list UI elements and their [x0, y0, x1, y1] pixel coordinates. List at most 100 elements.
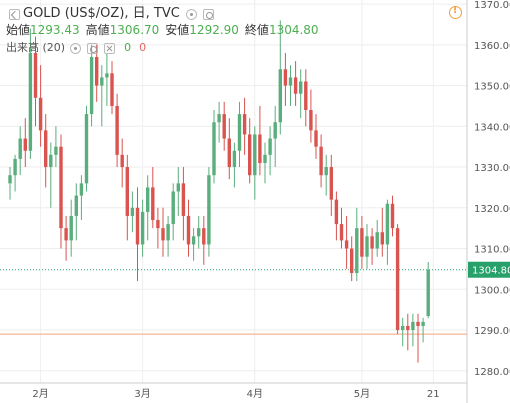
- ohlc-row: 始値 1293.43 高値 1306.70 安値 1292.90 終値 1304…: [6, 22, 325, 38]
- candle-body: [69, 215, 73, 241]
- candle-body: [227, 138, 231, 168]
- candle-body: [202, 228, 206, 245]
- symbol-title: GOLD (US$/OZ), 日, TVC: [23, 6, 180, 21]
- candle-body: [222, 114, 226, 139]
- x-tick-label: 5月: [354, 388, 370, 400]
- candle-body: [84, 114, 89, 184]
- candle-body: [299, 81, 303, 94]
- indicator-close-icon[interactable]: [104, 42, 116, 54]
- candle-body: [416, 321, 420, 326]
- candle-body: [120, 154, 124, 168]
- y-tick-label: 1370.00: [474, 0, 510, 11]
- candle-body: [339, 224, 344, 241]
- candle-body: [105, 73, 109, 78]
- indicator-settings-icon[interactable]: [87, 42, 99, 54]
- candle-body: [171, 191, 175, 225]
- candle-body: [350, 248, 354, 273]
- candle-body: [79, 183, 84, 196]
- candle-body: [385, 203, 390, 245]
- last-price-tag: [468, 261, 510, 278]
- y-tick-label: 1360.00: [474, 41, 510, 52]
- volume-down-value: 0: [139, 41, 147, 54]
- candle-body: [268, 138, 272, 155]
- candle-body: [125, 167, 129, 216]
- candle-body: [217, 114, 221, 123]
- low-label: 安値: [165, 23, 190, 37]
- candle-body: [28, 52, 33, 151]
- candle-body: [130, 207, 135, 216]
- candle-body: [18, 138, 22, 159]
- candle-body: [8, 175, 12, 184]
- candle-body: [278, 69, 282, 123]
- visibility-icon[interactable]: [185, 8, 197, 20]
- candle-body: [191, 236, 196, 245]
- candle-body: [115, 105, 119, 155]
- candle-body: [33, 52, 38, 98]
- candle-body: [329, 167, 333, 200]
- last-price-label: 1304.80: [472, 266, 510, 277]
- candle-body: [334, 199, 339, 225]
- candle-body: [156, 220, 160, 229]
- candle-body: [380, 232, 384, 245]
- candle-body: [232, 150, 237, 168]
- volume-indicator-row[interactable]: 出来高 (20) 0 0: [6, 40, 325, 56]
- candle-body: [319, 146, 323, 176]
- candle-body: [89, 57, 94, 115]
- candle-body: [151, 187, 155, 221]
- candle-body: [49, 154, 53, 168]
- candle-body: [248, 134, 252, 176]
- x-tick-label: 21: [427, 389, 440, 400]
- candle-body: [263, 154, 267, 163]
- candle-body: [166, 224, 170, 241]
- candle-body: [365, 236, 369, 257]
- candle-body: [401, 325, 405, 331]
- candle-body: [395, 228, 400, 331]
- candle-body: [54, 146, 58, 155]
- high-value: 1306.70: [109, 23, 160, 37]
- candle-body: [421, 321, 425, 326]
- candle-body: [283, 69, 288, 86]
- candle-body: [304, 81, 308, 111]
- open-value: 1293.43: [30, 23, 80, 37]
- candle-body: [13, 158, 17, 176]
- candle-body: [288, 77, 293, 86]
- candle-body: [273, 122, 277, 139]
- close-value: 1304.80: [268, 23, 319, 37]
- y-tick-label: 1300.00: [474, 285, 510, 296]
- candle-body: [293, 77, 298, 94]
- y-tick-label: 1350.00: [474, 82, 510, 93]
- open-label: 始値: [6, 23, 31, 37]
- candle-body: [186, 215, 191, 245]
- settings-icon[interactable]: [202, 8, 214, 20]
- candle-body: [344, 240, 349, 249]
- collapse-icon[interactable]: [9, 8, 20, 20]
- y-tick-label: 1280.00: [474, 367, 510, 378]
- x-tick-label: 3月: [134, 388, 150, 400]
- y-tick-label: 1310.00: [474, 245, 510, 256]
- candle-body: [253, 134, 257, 176]
- candle-body: [23, 138, 27, 151]
- y-tick-label: 1320.00: [474, 204, 510, 215]
- chart-legend: GOLD (US$/OZ), 日, TVC 始値 1293.43 高値 1306…: [6, 6, 325, 56]
- candle-body: [309, 110, 313, 131]
- candle-body: [135, 207, 140, 245]
- candle-body: [140, 211, 145, 245]
- alert-icon[interactable]: [449, 5, 462, 19]
- candle-body: [324, 167, 328, 176]
- candle-body: [181, 183, 186, 216]
- candle-body: [95, 57, 99, 86]
- symbol-row: GOLD (US$/OZ), 日, TVC: [6, 6, 325, 22]
- candle-body: [406, 325, 410, 331]
- indicator-visibility-icon[interactable]: [70, 42, 82, 54]
- candle-body: [360, 228, 364, 257]
- candle-body: [74, 195, 78, 216]
- candle-body: [390, 203, 395, 229]
- candle-body: [258, 134, 262, 163]
- candle-body: [176, 183, 180, 192]
- y-tick-label: 1340.00: [474, 122, 510, 133]
- x-tick-label: 4月: [247, 388, 263, 400]
- candle-body: [237, 114, 242, 151]
- candle-body: [242, 114, 247, 135]
